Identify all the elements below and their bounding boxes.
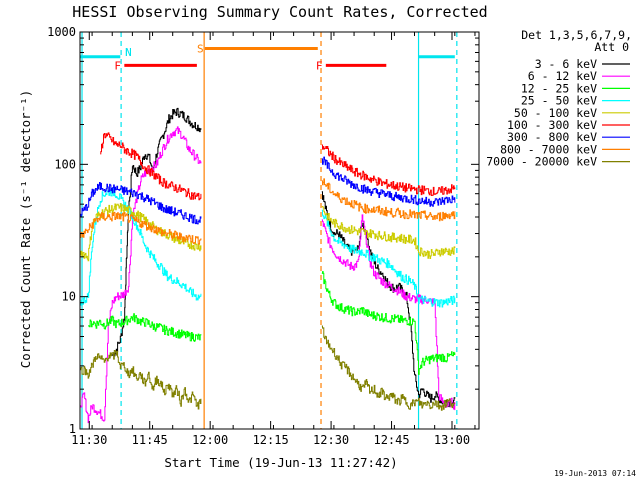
legend-label-8: 7000 - 20000 keV xyxy=(486,155,597,169)
series-line-7 xyxy=(80,178,456,245)
y-tick-label-0: 1 xyxy=(69,422,76,436)
chart-title: HESSI Observing Summary Count Rates, Cor… xyxy=(72,3,487,21)
series-line-0 xyxy=(112,107,456,408)
x-tick-label-5: 12:45 xyxy=(373,433,409,447)
x-tick-label-3: 12:15 xyxy=(253,433,289,447)
legend-label-3: 25 - 50 keV xyxy=(521,94,597,108)
series-line-2 xyxy=(88,271,456,375)
event-label-n-2: N xyxy=(125,46,132,59)
legend-label-4: 50 - 100 keV xyxy=(514,106,597,120)
y-tick-label-3: 1000 xyxy=(47,25,76,39)
legend-label-2: 12 - 25 keV xyxy=(521,81,597,95)
y-tick-label-2: 100 xyxy=(54,157,76,171)
x-tick-label-4: 12:30 xyxy=(313,433,349,447)
legend-label-7: 800 - 7000 keV xyxy=(500,142,597,156)
plot-frame xyxy=(79,31,480,430)
legend-subheader: Att 0 xyxy=(594,40,629,54)
axes: 11:30 11:45 12:00 12:15 12:30 12:45 13:00 1 10 10… xyxy=(47,25,480,447)
y-tick-label-1: 10 xyxy=(62,290,76,304)
series-line-3 xyxy=(80,187,456,308)
x-tick-label-0: 11:30 xyxy=(71,433,107,447)
y-axis-label: Corrected Count Rate (s⁻¹ detector⁻¹) xyxy=(18,90,33,368)
x-tick-label-2: 12:00 xyxy=(192,433,228,447)
series-line-4 xyxy=(80,203,456,262)
x-tick-label-6: 13:00 xyxy=(434,433,470,447)
legend-label-6: 300 - 800 keV xyxy=(507,130,597,144)
legend-label-1: 6 - 12 keV xyxy=(528,69,597,83)
x-axis-label: Start Time (19-Jun-13 11:27:42) xyxy=(164,455,397,470)
x-tick-label-1: 11:45 xyxy=(132,433,168,447)
series-group xyxy=(80,107,456,424)
event-label-s-4: S xyxy=(197,43,204,56)
legend-label-5: 100 - 300 keV xyxy=(507,118,597,132)
series-line-8 xyxy=(80,325,456,411)
series-line-5 xyxy=(100,132,456,201)
event-label-f-0: F xyxy=(114,59,121,72)
event-lines xyxy=(81,32,458,429)
series-line-6 xyxy=(80,156,456,225)
series-line-1 xyxy=(80,126,456,424)
date-stamp: 19-Jun-2013 07:14 xyxy=(554,469,636,478)
legend-header: Det 1,3,5,6,7,9, xyxy=(521,28,632,42)
legend-label-0: 3 - 6 keV xyxy=(535,57,597,71)
event-label-f-1: F xyxy=(316,59,323,72)
event-bars: F FNN S xyxy=(80,43,455,72)
event-label-n-3: N xyxy=(125,46,132,59)
